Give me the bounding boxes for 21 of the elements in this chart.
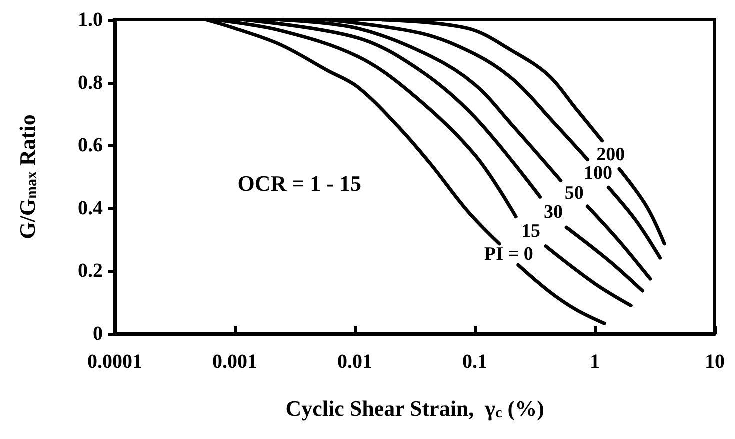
x-axis-title: Cyclic Shear Strain, γc (%) [286,396,544,422]
y-tick-label: 0 [93,323,103,345]
y-tick-label: 1.0 [78,9,103,31]
y-tick-label: 0.2 [78,260,103,282]
y-tick-label: 0.6 [78,134,103,157]
y-tick-label: 0.8 [78,72,103,94]
x-tick-label: 1 [590,351,600,373]
x-tick-label: 10 [705,351,725,373]
series-label: 30 [544,202,563,223]
x-tick-label: 0.1 [462,351,488,373]
series-label: 100 [584,163,612,184]
y-axis-title: G/Gmax Ratio [15,114,40,240]
annotation: OCR = 1 - 15 [238,170,362,196]
x-tick-label: 0.001 [212,351,258,373]
x-tick-label: 0.0001 [88,351,142,373]
y-tick-label: 0.4 [78,197,103,220]
series-label: PI = 0 [484,244,534,266]
series-label: 200 [596,144,626,166]
x-tick-label: 0.01 [338,351,372,373]
series-label: 50 [564,183,584,204]
series-label: 15 [522,221,541,242]
